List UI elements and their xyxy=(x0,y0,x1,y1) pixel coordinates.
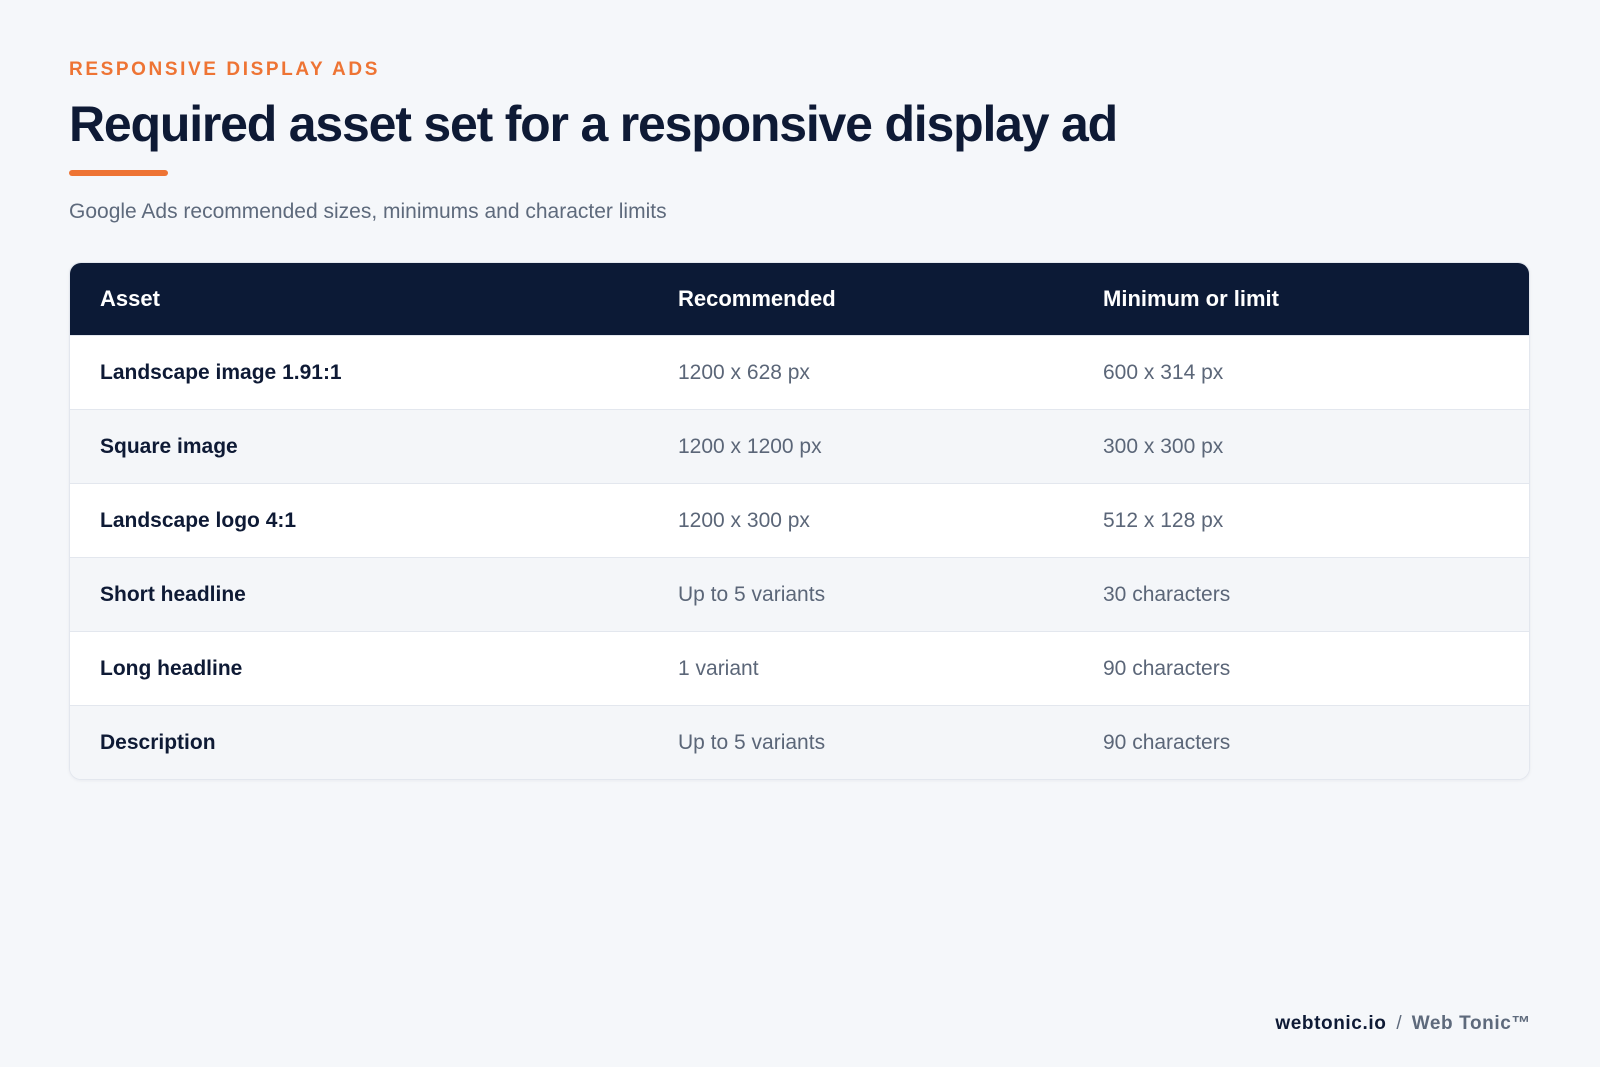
table-row: Landscape image 1.91:1 1200 x 628 px 600… xyxy=(70,335,1529,409)
footer-separator: / xyxy=(1396,1013,1402,1034)
asset-name-cell: Square image xyxy=(100,434,238,458)
title-accent-bar xyxy=(69,170,168,176)
table-header-row: Asset Recommended Minimum or limit xyxy=(70,263,1529,335)
minimum-cell: 30 characters xyxy=(1103,582,1231,606)
page-subtitle: Google Ads recommended sizes, minimums a… xyxy=(69,200,667,223)
footer-brand: Web Tonic™ xyxy=(1411,1013,1531,1034)
footer-credit: webtonic.io / Web Tonic™ xyxy=(1275,1012,1531,1036)
minimum-cell: 300 x 300 px xyxy=(1103,434,1224,458)
recommended-cell: 1200 x 300 px xyxy=(678,508,810,532)
table-row: Landscape logo 4:1 1200 x 300 px 512 x 1… xyxy=(70,483,1529,557)
page-title: Required asset set for a responsive disp… xyxy=(69,96,1118,152)
column-header-minimum: Minimum or limit xyxy=(1103,286,1279,311)
footer-site: webtonic.io xyxy=(1275,1013,1387,1034)
column-header-recommended: Recommended xyxy=(678,286,836,311)
minimum-cell: 90 characters xyxy=(1103,730,1231,754)
recommended-cell: 1200 x 628 px xyxy=(678,360,810,384)
minimum-cell: 90 characters xyxy=(1103,656,1231,680)
table-row: Long headline 1 variant 90 characters xyxy=(70,631,1529,705)
recommended-cell: Up to 5 variants xyxy=(678,582,826,606)
asset-table: Asset Recommended Minimum or limit Lands… xyxy=(69,262,1530,780)
asset-name-cell: Landscape image 1.91:1 xyxy=(100,360,342,384)
recommended-cell: 1 variant xyxy=(678,656,759,680)
recommended-cell: Up to 5 variants xyxy=(678,730,826,754)
asset-name-cell: Long headline xyxy=(100,656,243,680)
asset-name-cell: Description xyxy=(100,730,216,754)
minimum-cell: 600 x 314 px xyxy=(1103,360,1224,384)
asset-name-cell: Landscape logo 4:1 xyxy=(100,508,297,532)
column-header-asset: Asset xyxy=(100,286,160,311)
table-row: Square image 1200 x 1200 px 300 x 300 px xyxy=(70,409,1529,483)
asset-name-cell: Short headline xyxy=(100,582,246,606)
table-row: Short headline Up to 5 variants 30 chara… xyxy=(70,557,1529,631)
recommended-cell: 1200 x 1200 px xyxy=(678,434,822,458)
table-row: Description Up to 5 variants 90 characte… xyxy=(70,705,1529,779)
eyebrow-label: RESPONSIVE DISPLAY ADS xyxy=(69,59,380,80)
minimum-cell: 512 x 128 px xyxy=(1103,508,1224,532)
